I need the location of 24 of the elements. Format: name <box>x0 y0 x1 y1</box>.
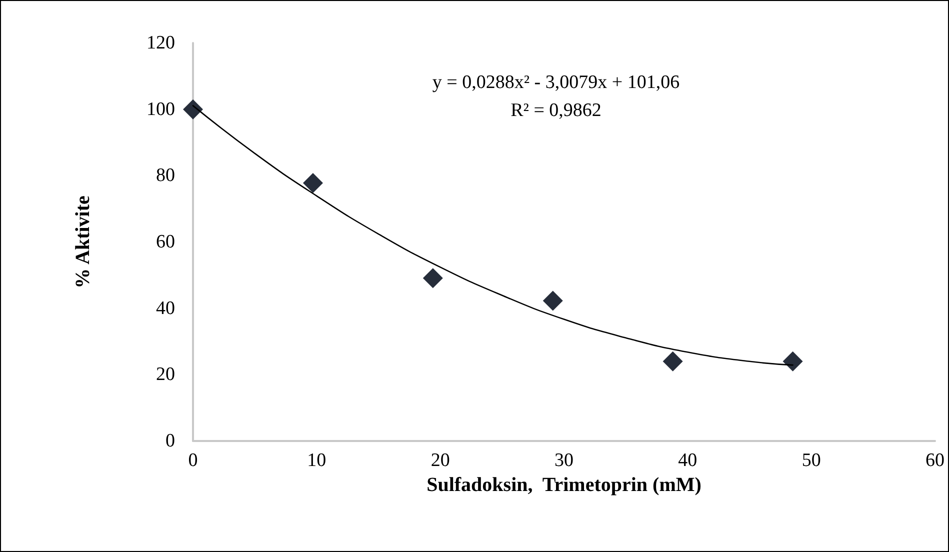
y-tick-label: 100 <box>146 98 175 120</box>
y-tick-label: 20 <box>156 364 175 386</box>
x-tick-label: 30 <box>554 450 574 471</box>
y-tick-label: 0 <box>166 430 175 452</box>
point <box>183 99 203 120</box>
x-tick-label: 10 <box>307 450 326 471</box>
point <box>422 268 443 288</box>
x-tick-label: 40 <box>678 450 698 471</box>
x-tick-label: 50 <box>802 450 821 471</box>
point <box>662 351 683 372</box>
y-tick-label: 40 <box>156 298 175 319</box>
y-tick-label: 120 <box>146 32 175 54</box>
x-tick-label: 0 <box>188 450 198 471</box>
y-axis-title: % Aktivite <box>72 195 94 288</box>
annotation: R² = 0,9862 <box>510 100 602 121</box>
annotation: y = 0,0288x² - 3,0079x + 101,06 <box>432 72 680 93</box>
x-tick-label: 60 <box>926 450 944 471</box>
point <box>542 290 563 311</box>
y-tick-label: 80 <box>156 165 175 186</box>
x-axis-title: Sulfadoksin, Trimetoprin (mM) <box>426 474 702 496</box>
x-tick-label: 20 <box>430 450 450 471</box>
point <box>782 351 803 372</box>
point <box>302 172 323 193</box>
y-tick-label: 60 <box>156 232 175 252</box>
